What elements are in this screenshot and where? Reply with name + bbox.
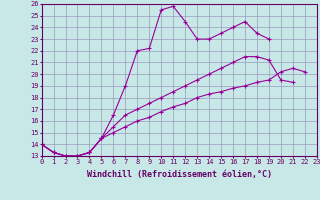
X-axis label: Windchill (Refroidissement éolien,°C): Windchill (Refroidissement éolien,°C) [87,170,272,179]
